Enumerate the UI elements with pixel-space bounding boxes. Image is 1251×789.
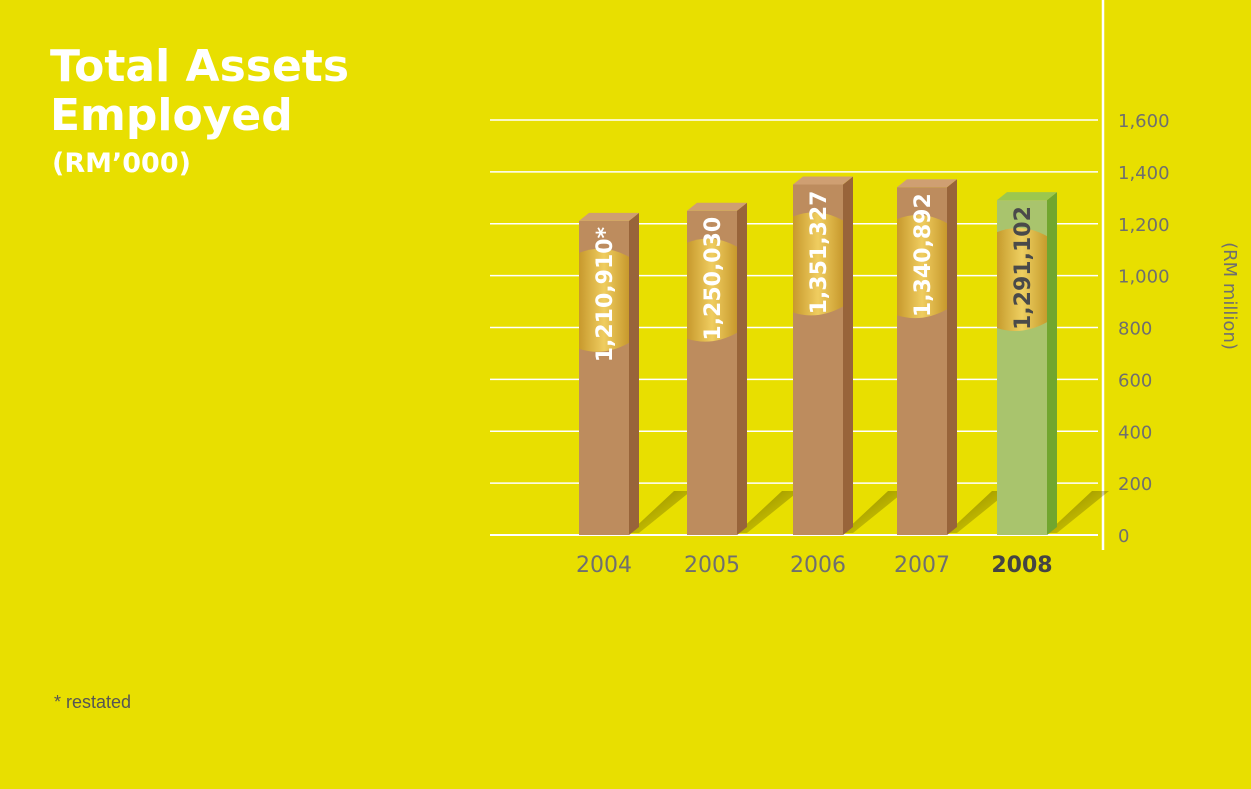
bar-top xyxy=(687,202,747,211)
y-tick-label: 400 xyxy=(1118,422,1152,443)
unit-label: (RM’000) xyxy=(52,148,191,179)
bar-top xyxy=(793,176,853,185)
bar-side xyxy=(1047,192,1057,535)
bar-band xyxy=(997,227,1047,332)
bar-shadow xyxy=(629,491,691,533)
y-tick-label: 1,000 xyxy=(1118,267,1170,288)
title-line-1: Total Assets xyxy=(50,41,350,92)
bar-value-label: 1,210,910* xyxy=(593,226,618,362)
bar-value-label: 1,250,030 xyxy=(701,217,726,341)
chart-title: Total Assets Employed xyxy=(50,42,349,140)
footnote: * restated xyxy=(54,692,132,712)
bar-band xyxy=(687,238,737,342)
x-tick-label: 2005 xyxy=(684,553,740,578)
x-tick-label: 2007 xyxy=(894,553,950,578)
x-tick-label: 2006 xyxy=(790,553,846,578)
y-tick-label: 0 xyxy=(1118,526,1129,547)
bar-shadow xyxy=(1047,491,1109,533)
bar-shadow xyxy=(843,491,905,533)
bar-top xyxy=(997,192,1057,201)
bar-band xyxy=(793,212,843,316)
bar-value-label: 1,351,327 xyxy=(807,190,832,314)
y-tick-label: 800 xyxy=(1118,319,1152,340)
bar-side xyxy=(843,176,853,535)
x-tick-label: 2008 xyxy=(991,553,1052,578)
bar-band xyxy=(579,248,629,352)
bar-band xyxy=(897,215,947,319)
bar-side xyxy=(737,202,747,535)
y-axis-title: (RM million) xyxy=(1219,242,1240,350)
title-line-2: Employed xyxy=(50,90,293,141)
bar-shadow xyxy=(947,491,1009,533)
bar-side xyxy=(947,179,957,536)
bar-side xyxy=(629,212,639,535)
bar-shadow xyxy=(737,491,799,533)
y-tick-label: 600 xyxy=(1118,370,1152,391)
y-tick-label: 1,200 xyxy=(1118,215,1170,236)
y-tick-label: 1,600 xyxy=(1118,111,1170,132)
x-tick-label: 2004 xyxy=(576,553,632,578)
bar-top xyxy=(579,212,639,221)
bar-value-label: 1,340,892 xyxy=(911,193,936,317)
y-tick-label: 1,400 xyxy=(1118,163,1170,184)
bar-value-label: 1,291,102 xyxy=(1011,206,1036,330)
bar-top xyxy=(897,179,957,188)
y-tick-label: 200 xyxy=(1118,474,1152,495)
